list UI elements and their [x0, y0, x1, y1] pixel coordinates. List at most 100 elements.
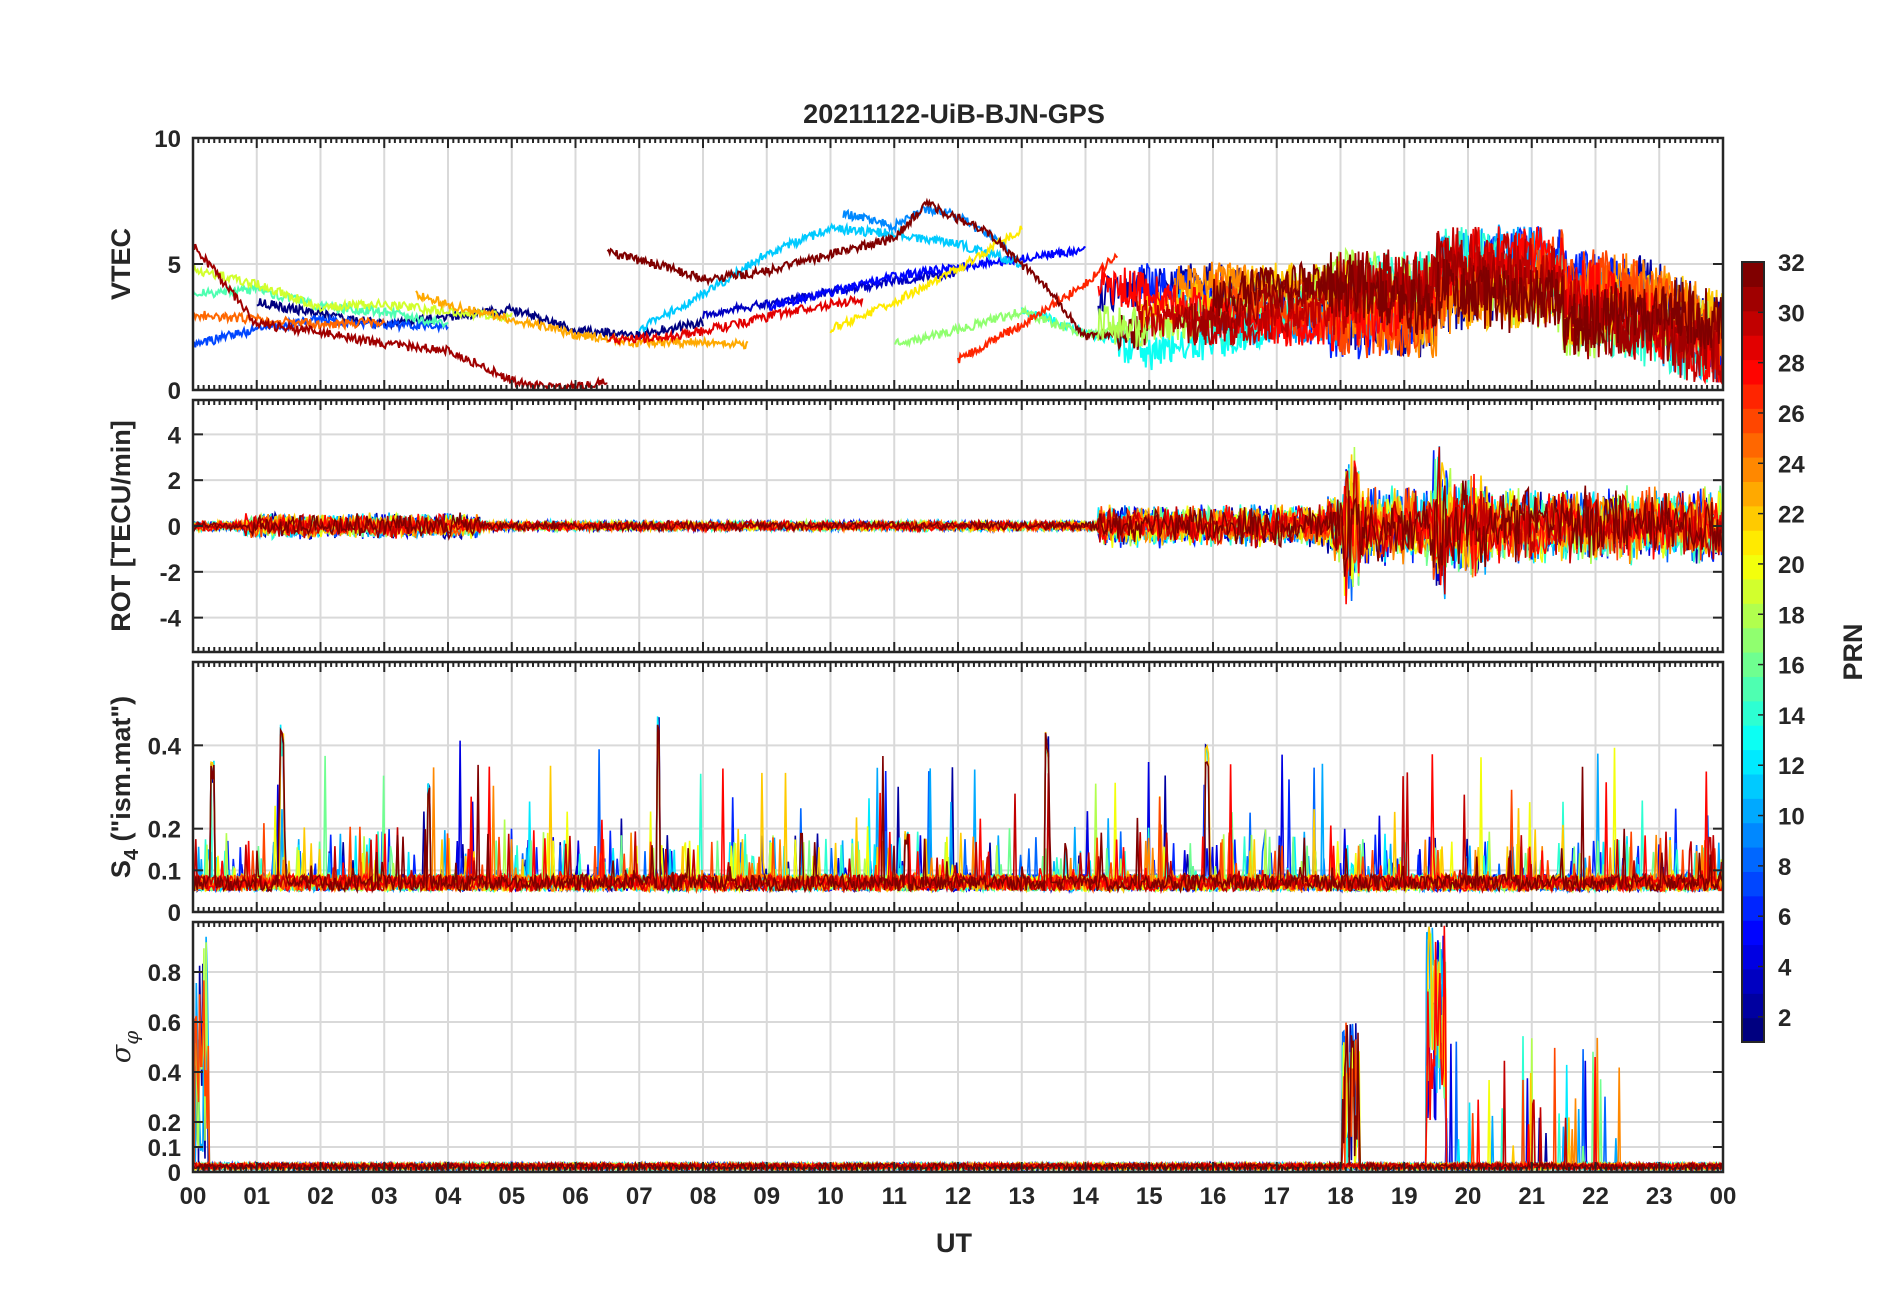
- y-tick-label: 0.4: [148, 733, 182, 760]
- y-axis-label-rest: ("ism.mat"): [106, 696, 136, 849]
- colorbar-segment: [1742, 676, 1764, 702]
- colorbar-segment: [1742, 652, 1764, 677]
- series-line-prn-11: [638, 221, 1023, 335]
- y-axis-label-vtec: VTEC: [106, 228, 136, 300]
- series-line-prn-28: [193, 754, 1723, 895]
- y-tick-label: 0: [168, 378, 181, 405]
- series-line-prn-21: [829, 225, 1023, 334]
- panel-vtec: 0 5 10 VTEC: [106, 126, 1725, 405]
- x-ticks-vtec: [192, 138, 1724, 390]
- y-tick-label: 0.6: [148, 1010, 181, 1037]
- x-tick-label: 10: [817, 1183, 844, 1210]
- series-line-prn-19: [193, 264, 513, 323]
- colorbar-segment: [1742, 554, 1764, 580]
- colorbar-tick-label: 32: [1778, 250, 1805, 277]
- x-tick-label: 01: [243, 1183, 270, 1210]
- colorbar-segment: [1742, 505, 1764, 531]
- x-tick-label: 09: [753, 1183, 780, 1210]
- colorbar-segment: [1742, 262, 1764, 287]
- colorbar-segment: [1742, 408, 1764, 434]
- colorbar-tick-label: 22: [1778, 502, 1805, 529]
- colorbar-segment: [1742, 481, 1764, 507]
- colorbar-segment: [1742, 968, 1764, 994]
- chart-title: 20211122-UiB-BJN-GPS: [803, 99, 1105, 129]
- x-ticks-s4: [192, 662, 1724, 912]
- x-ticks-rot: [192, 400, 1724, 652]
- y-tick-label: 4: [168, 422, 182, 449]
- colorbar-segment: [1742, 578, 1764, 604]
- series-line-prn-23: [415, 290, 749, 350]
- x-tick-label: 00: [1710, 1183, 1737, 1210]
- x-tick-label: 04: [435, 1183, 462, 1210]
- y-tick-label: 0.1: [148, 858, 181, 885]
- colorbar-segment: [1742, 335, 1764, 361]
- x-ticks-sigma: [192, 922, 1724, 1172]
- colorbar-tick-label: 26: [1778, 401, 1805, 428]
- colorbar-segment: [1742, 725, 1764, 751]
- series-group-s4: [193, 716, 1723, 895]
- y-axis-label-main: σ: [106, 1043, 137, 1063]
- series-line-prn-32: [193, 480, 1723, 577]
- colorbar-tick-label: 10: [1778, 804, 1805, 831]
- colorbar-tick-label: 4: [1778, 955, 1792, 982]
- colorbar-tick-label: 24: [1778, 451, 1805, 478]
- colorbar-segment: [1742, 383, 1764, 409]
- colorbar-tick-label: 18: [1778, 602, 1805, 629]
- colorbar-segment: [1742, 457, 1764, 482]
- colorbar-tick-label: 16: [1778, 653, 1805, 680]
- colorbar-segment: [1742, 700, 1764, 726]
- series-line-prn-25: [193, 310, 386, 332]
- series-line-disturbed-prn-32: [1212, 252, 1723, 355]
- colorbar-segment: [1742, 798, 1764, 824]
- x-tick-labels: 00 01 02 03 04 05 06 07 08 09 10 11 12 13 14 15 16 17 18 19…: [180, 1183, 1737, 1210]
- x-tick-label: 08: [690, 1183, 717, 1210]
- y-axis-label-s4: S4 ("ism.mat"): [106, 696, 143, 878]
- colorbar-segment: [1742, 993, 1764, 1019]
- y-tick-label: 5: [168, 252, 181, 279]
- x-tick-label: 23: [1646, 1183, 1673, 1210]
- x-tick-label: 22: [1582, 1183, 1609, 1210]
- y-tick-label: 2: [168, 468, 181, 495]
- x-tick-label: 17: [1263, 1183, 1290, 1210]
- series-line-prn-32: [606, 197, 1151, 352]
- panel-s4: 00.10.20.4S4 ("ism.mat"): [106, 660, 1725, 927]
- colorbar-segment: [1742, 603, 1764, 629]
- y-tick-label: 0.1: [148, 1135, 181, 1162]
- y-tick-label: -2: [160, 560, 181, 587]
- colorbar-segment: [1742, 871, 1764, 897]
- x-tick-label: 19: [1391, 1183, 1418, 1210]
- series-line-prn-27: [957, 252, 1119, 364]
- y-axis-label-subscript: 4: [121, 848, 143, 860]
- y-axis-label-rot: ROT [TECU/min]: [106, 420, 136, 631]
- y-tick-label: 0.2: [148, 817, 181, 844]
- x-tick-label: 03: [371, 1183, 398, 1210]
- colorbar-tick-label: 2: [1778, 1005, 1791, 1032]
- x-tick-label: 21: [1518, 1183, 1545, 1210]
- series-group-rot: [193, 446, 1723, 605]
- colorbar-segment: [1742, 627, 1764, 653]
- y-axis-label-subscript: φ: [119, 1031, 143, 1045]
- series-line-prn-29: [607, 295, 864, 346]
- panel-sigma: 00.10.2 0.4 0.6 0.8 σφ: [106, 920, 1725, 1187]
- colorbar-tick-label: 20: [1778, 552, 1805, 579]
- y-tick-label: 0: [168, 1160, 181, 1187]
- series-line-prn-5: [766, 245, 1086, 312]
- colorbar-segment: [1742, 920, 1764, 946]
- colorbar-segment: [1742, 749, 1764, 775]
- colorbar-segment: [1742, 847, 1764, 872]
- x-tick-label: 14: [1072, 1183, 1099, 1210]
- y-tick-label: 0.2: [148, 1110, 181, 1137]
- x-tick-label: 12: [945, 1183, 972, 1210]
- x-tick-label: 00: [180, 1183, 207, 1210]
- x-tick-label: 18: [1327, 1183, 1354, 1210]
- x-tick-label: 05: [498, 1183, 525, 1210]
- colorbar-tick-label: 12: [1778, 753, 1805, 780]
- x-tick-label: 07: [626, 1183, 653, 1210]
- colorbar-label: PRN: [1838, 623, 1868, 680]
- colorbar-tick-label: 28: [1778, 351, 1805, 378]
- colorbar-segment: [1742, 286, 1764, 312]
- y-tick-label: 0.8: [148, 960, 181, 987]
